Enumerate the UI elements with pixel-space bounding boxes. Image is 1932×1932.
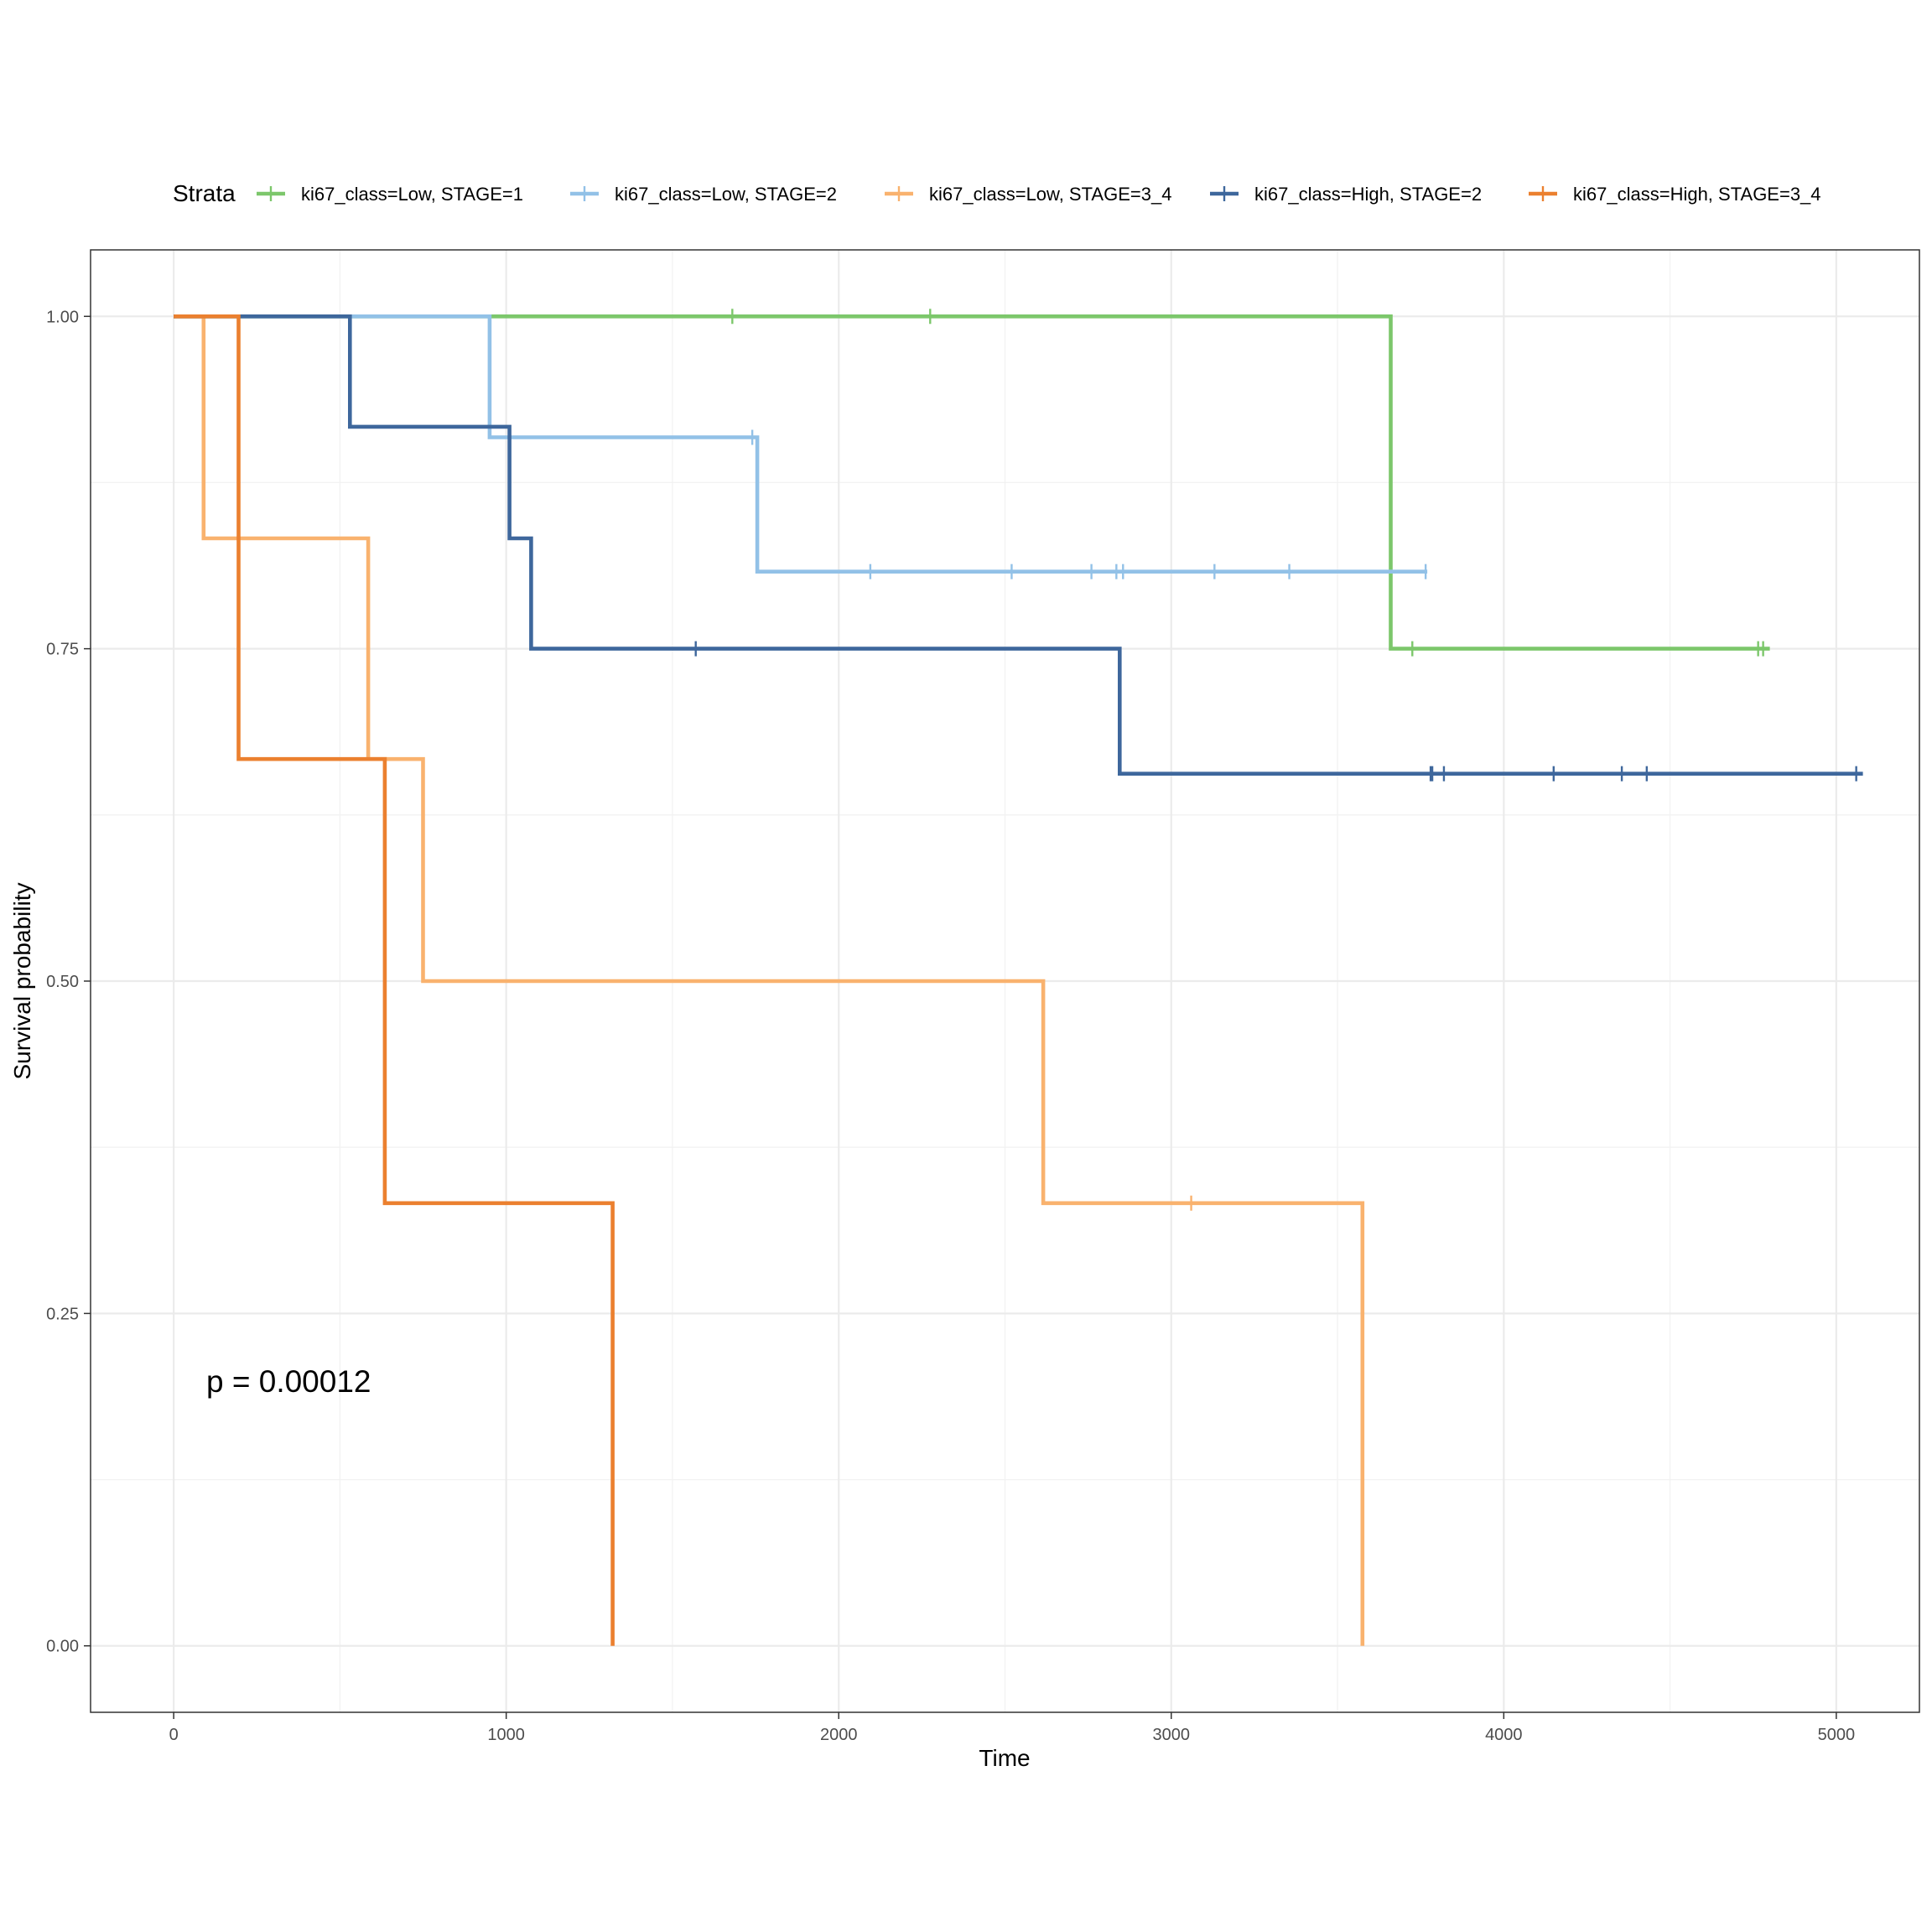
x-tick-label: 3000 bbox=[1153, 1726, 1191, 1744]
survival-curve-5 bbox=[174, 314, 615, 1646]
legend-item-3: ki67_class=Low, STAGE=3_4 bbox=[885, 184, 1171, 205]
legend-label: ki67_class=Low, STAGE=3_4 bbox=[929, 184, 1171, 205]
x-tick-label: 2000 bbox=[820, 1726, 858, 1744]
y-tick-label: 0.25 bbox=[46, 1305, 79, 1323]
legend-label: ki67_class=High, STAGE=2 bbox=[1254, 184, 1482, 205]
x-tick-label: 5000 bbox=[1818, 1726, 1856, 1744]
legend-label: ki67_class=High, STAGE=3_4 bbox=[1573, 184, 1821, 205]
series-layer bbox=[174, 309, 1863, 1646]
x-axis: 0 1000 2000 3000 4000 5000 bbox=[169, 1712, 1856, 1744]
legend-label: ki67_class=Low, STAGE=2 bbox=[615, 184, 837, 205]
x-tick-label: 0 bbox=[169, 1726, 179, 1744]
legend-title: Strata bbox=[173, 180, 236, 206]
legend-item-4: ki67_class=High, STAGE=2 bbox=[1210, 184, 1482, 205]
series-3 bbox=[174, 314, 1365, 1646]
legend-item-2: ki67_class=Low, STAGE=2 bbox=[570, 184, 837, 205]
y-tick-label: 0.75 bbox=[46, 641, 79, 659]
series-2 bbox=[174, 314, 1428, 579]
y-tick-label: 0.50 bbox=[46, 973, 79, 991]
survival-curve-4 bbox=[174, 314, 1863, 776]
y-tick-label: 1.00 bbox=[46, 308, 79, 326]
p-value-annotation: p = 0.00012 bbox=[206, 1364, 371, 1399]
series-1 bbox=[174, 309, 1770, 657]
x-tick-label: 1000 bbox=[487, 1726, 525, 1744]
survival-curve-3 bbox=[174, 314, 1365, 1646]
legend-label: ki67_class=Low, STAGE=1 bbox=[301, 184, 523, 205]
survival-curve-1 bbox=[174, 314, 1770, 651]
y-tick-label: 0.00 bbox=[46, 1638, 79, 1656]
series-5 bbox=[174, 314, 615, 1646]
series-4 bbox=[174, 314, 1863, 782]
survival-curve-2 bbox=[174, 314, 1428, 574]
x-axis-title: Time bbox=[979, 1745, 1030, 1771]
legend-item-1: ki67_class=Low, STAGE=1 bbox=[257, 184, 523, 205]
y-axis: 0.00 0.25 0.50 0.75 1.00 bbox=[46, 308, 91, 1656]
legend: Strata ki67_class=Low, STAGE=1 ki67_class… bbox=[173, 180, 1821, 206]
legend-item-5: ki67_class=High, STAGE=3_4 bbox=[1529, 184, 1821, 205]
y-axis-title: Survival probability bbox=[9, 883, 35, 1080]
x-tick-label: 4000 bbox=[1485, 1726, 1523, 1744]
